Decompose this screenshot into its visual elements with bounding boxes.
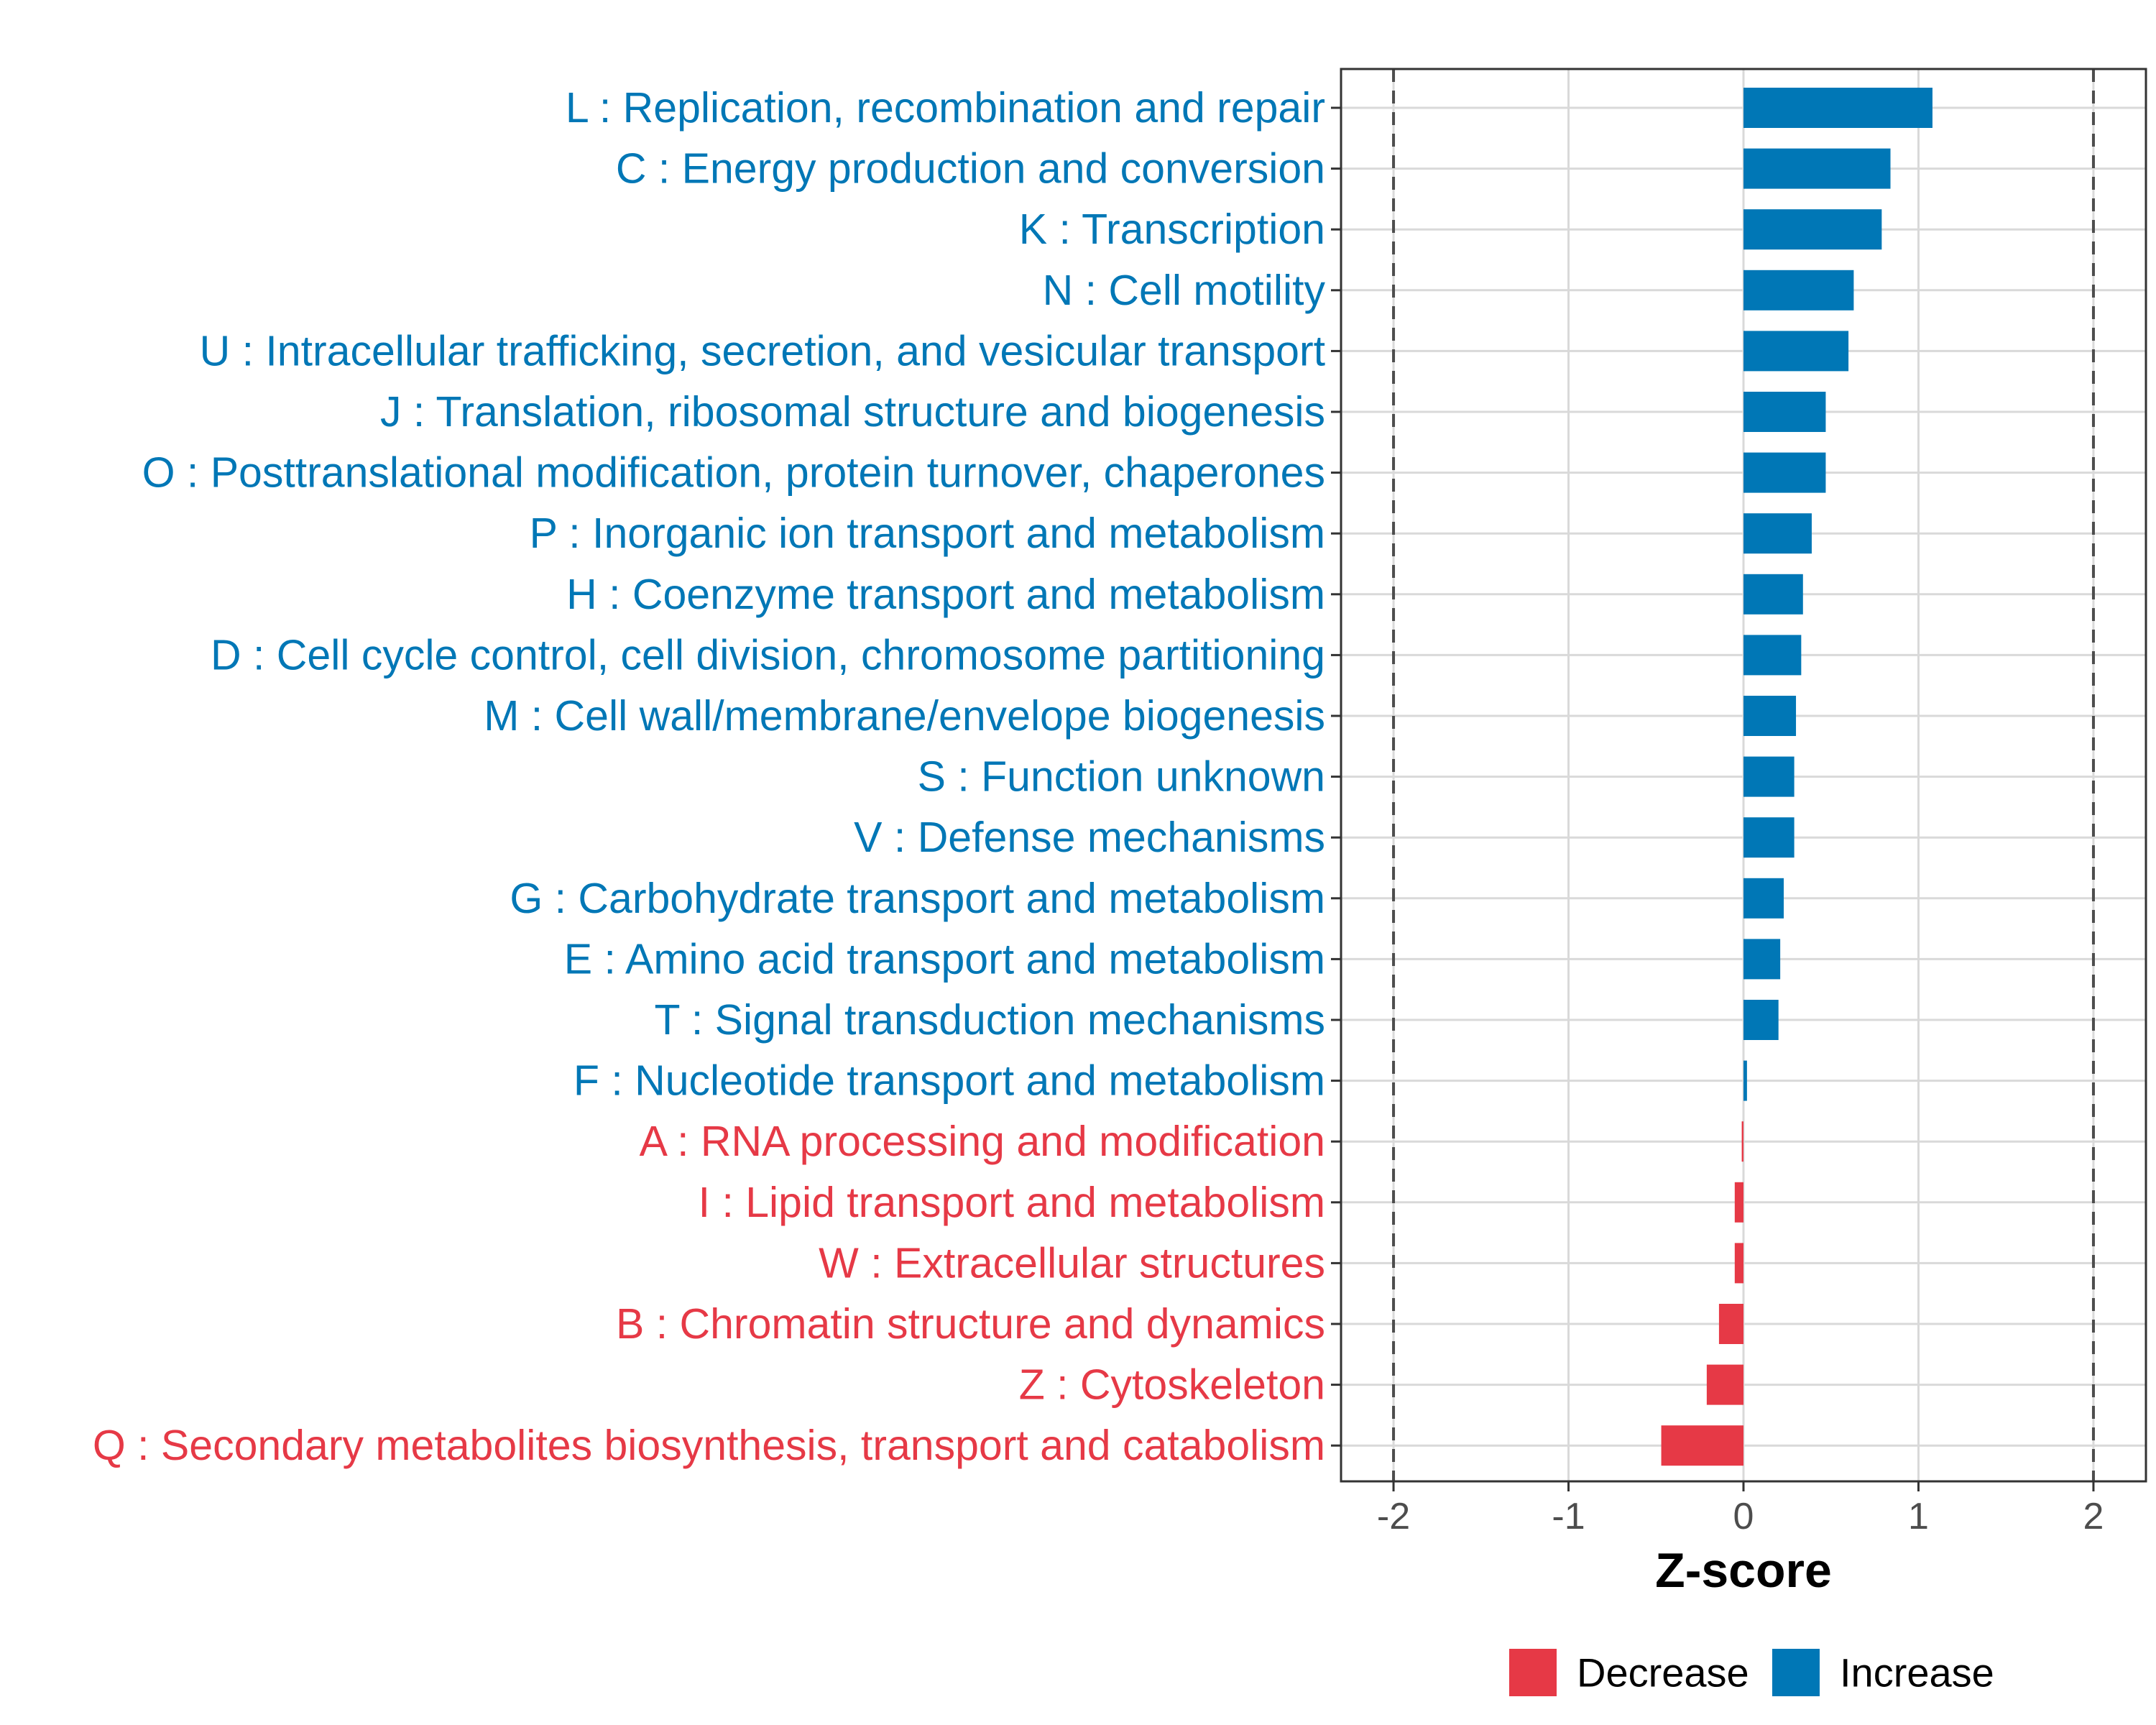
category-labels: L : Replication, recombination and repai… — [93, 84, 1326, 1469]
category-label: J : Translation, ribosomal structure and… — [380, 388, 1325, 436]
bar — [1743, 574, 1803, 615]
bar — [1743, 635, 1802, 676]
bar — [1743, 939, 1781, 980]
category-label: U : Intracellular trafficking, secretion… — [200, 327, 1325, 374]
x-axis-title: Z-score — [1655, 1543, 1832, 1598]
category-label: H : Coenzyme transport and metabolism — [566, 571, 1325, 618]
category-label: Q : Secondary metabolites biosynthesis, … — [93, 1422, 1325, 1469]
bar — [1743, 148, 1891, 189]
bar — [1743, 1000, 1779, 1040]
legend-swatch-increase — [1772, 1649, 1820, 1696]
bar — [1743, 270, 1854, 310]
category-label: L : Replication, recombination and repai… — [566, 84, 1325, 132]
x-tick-label: 1 — [1908, 1496, 1929, 1537]
bar — [1718, 1304, 1743, 1344]
bar — [1743, 452, 1826, 493]
bar — [1743, 878, 1784, 919]
category-label: F : Nucleotide transport and metabolism — [573, 1057, 1325, 1105]
bar — [1706, 1364, 1743, 1405]
bar — [1743, 696, 1797, 736]
category-label: S : Function unknown — [918, 753, 1325, 801]
category-label: W : Extracellular structures — [819, 1239, 1325, 1287]
category-label: E : Amino acid transport and metabolism — [564, 935, 1325, 983]
bars — [1661, 88, 1932, 1466]
x-tick-label: -2 — [1377, 1496, 1410, 1537]
category-label: P : Inorganic ion transport and metaboli… — [530, 510, 1325, 557]
bar — [1741, 1121, 1743, 1162]
x-tick-label: -1 — [1552, 1496, 1585, 1537]
bar — [1743, 209, 1882, 250]
category-label: C : Energy production and conversion — [616, 145, 1325, 193]
category-label: I : Lipid transport and metabolism — [699, 1179, 1325, 1226]
x-tick-label: 0 — [1733, 1496, 1754, 1537]
category-label: A : RNA processing and modification — [640, 1118, 1325, 1165]
legend-label-increase: Increase — [1840, 1650, 1994, 1696]
legend-label-decrease: Decrease — [1577, 1650, 1749, 1696]
legend-swatch-decrease — [1509, 1649, 1557, 1696]
category-label: O : Posttranslational modification, prot… — [142, 449, 1325, 497]
y-ticks — [1331, 106, 1341, 1447]
legend: Decrease Increase — [1509, 1649, 1994, 1696]
category-label: N : Cell motility — [1043, 267, 1326, 314]
category-label: T : Signal transduction mechanisms — [654, 996, 1325, 1044]
bar — [1661, 1425, 1743, 1466]
bar — [1743, 331, 1849, 372]
category-label: G : Carbohydrate transport and metabolis… — [510, 875, 1325, 922]
x-tick-label: 2 — [2083, 1496, 2104, 1537]
category-label: M : Cell wall/membrane/envelope biogenes… — [484, 692, 1325, 740]
bar — [1743, 392, 1826, 432]
bar — [1743, 513, 1812, 554]
bar — [1743, 756, 1795, 797]
bar — [1743, 817, 1795, 858]
bar — [1734, 1182, 1743, 1223]
reference-lines — [1392, 69, 2095, 1481]
bar — [1743, 88, 1932, 128]
category-label: V : Defense mechanisms — [854, 814, 1325, 861]
bar — [1743, 1060, 1747, 1101]
category-label: D : Cell cycle control, cell division, c… — [211, 631, 1325, 678]
x-ticks: -2 -1 0 1 2 — [1377, 1481, 2104, 1537]
category-label: K : Transcription — [1019, 206, 1325, 253]
category-label: B : Chromatin structure and dynamics — [616, 1300, 1325, 1348]
category-label: Z : Cytoskeleton — [1019, 1361, 1325, 1409]
bar — [1734, 1243, 1743, 1284]
